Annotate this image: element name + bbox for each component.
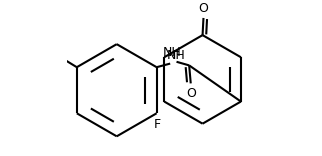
Text: NH: NH	[163, 46, 181, 59]
Text: O: O	[186, 87, 196, 100]
Text: NH: NH	[167, 49, 186, 62]
Text: F: F	[154, 118, 161, 131]
Text: O: O	[199, 2, 208, 15]
